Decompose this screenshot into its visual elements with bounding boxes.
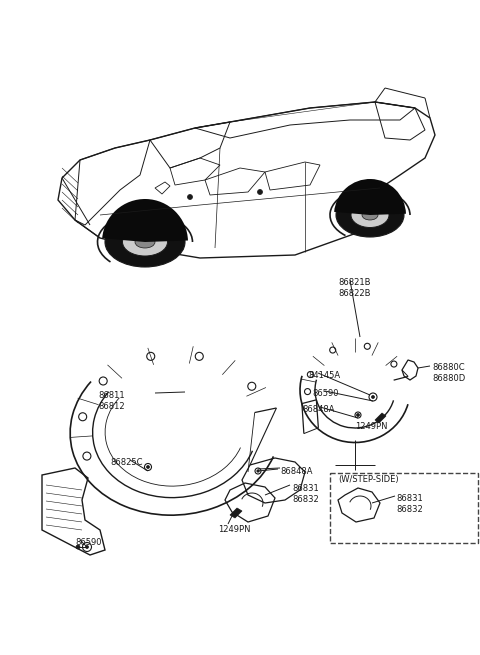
Ellipse shape — [351, 202, 389, 227]
Circle shape — [330, 347, 336, 353]
Bar — [330, 473, 478, 543]
Text: 86880C: 86880C — [432, 363, 465, 372]
Circle shape — [257, 189, 263, 195]
Text: 86822B: 86822B — [338, 289, 371, 298]
Circle shape — [188, 195, 192, 200]
Text: 86848A: 86848A — [302, 405, 335, 414]
Text: 86825C: 86825C — [110, 458, 143, 467]
Text: 86812: 86812 — [98, 402, 125, 411]
Circle shape — [83, 452, 91, 460]
Circle shape — [85, 546, 88, 548]
Text: (W/STEP-SIDE): (W/STEP-SIDE) — [338, 475, 398, 484]
Circle shape — [357, 413, 360, 417]
Wedge shape — [334, 179, 406, 215]
Circle shape — [99, 377, 107, 385]
Text: 86831: 86831 — [292, 484, 319, 493]
Text: 1249PN: 1249PN — [218, 525, 251, 534]
Polygon shape — [230, 508, 242, 518]
Ellipse shape — [135, 236, 155, 248]
Circle shape — [76, 545, 80, 549]
Circle shape — [255, 468, 261, 474]
Circle shape — [195, 352, 203, 360]
Circle shape — [355, 412, 361, 418]
Text: 86831: 86831 — [396, 494, 423, 503]
Text: 86590: 86590 — [75, 538, 101, 547]
Circle shape — [79, 413, 87, 421]
Circle shape — [372, 396, 374, 398]
Text: 84145A: 84145A — [308, 371, 340, 380]
Circle shape — [147, 352, 155, 360]
Polygon shape — [375, 413, 386, 423]
Circle shape — [146, 466, 149, 468]
Ellipse shape — [362, 210, 378, 220]
Circle shape — [257, 470, 259, 472]
Text: 86832: 86832 — [396, 505, 423, 514]
Circle shape — [83, 542, 92, 552]
Circle shape — [144, 464, 152, 470]
Text: 86590: 86590 — [312, 389, 338, 398]
Circle shape — [248, 383, 256, 390]
Ellipse shape — [105, 217, 185, 267]
Circle shape — [364, 343, 370, 349]
Text: 86832: 86832 — [292, 495, 319, 504]
Text: 86848A: 86848A — [280, 467, 312, 476]
Text: 1249PN: 1249PN — [355, 422, 387, 431]
Ellipse shape — [336, 193, 404, 237]
Text: 86811: 86811 — [98, 391, 125, 400]
Ellipse shape — [122, 228, 168, 256]
Text: 86880D: 86880D — [432, 374, 465, 383]
Circle shape — [304, 388, 311, 394]
Circle shape — [307, 371, 313, 377]
Text: 86821B: 86821B — [338, 278, 371, 287]
Circle shape — [369, 393, 377, 401]
Wedge shape — [102, 199, 188, 242]
Circle shape — [391, 361, 397, 367]
